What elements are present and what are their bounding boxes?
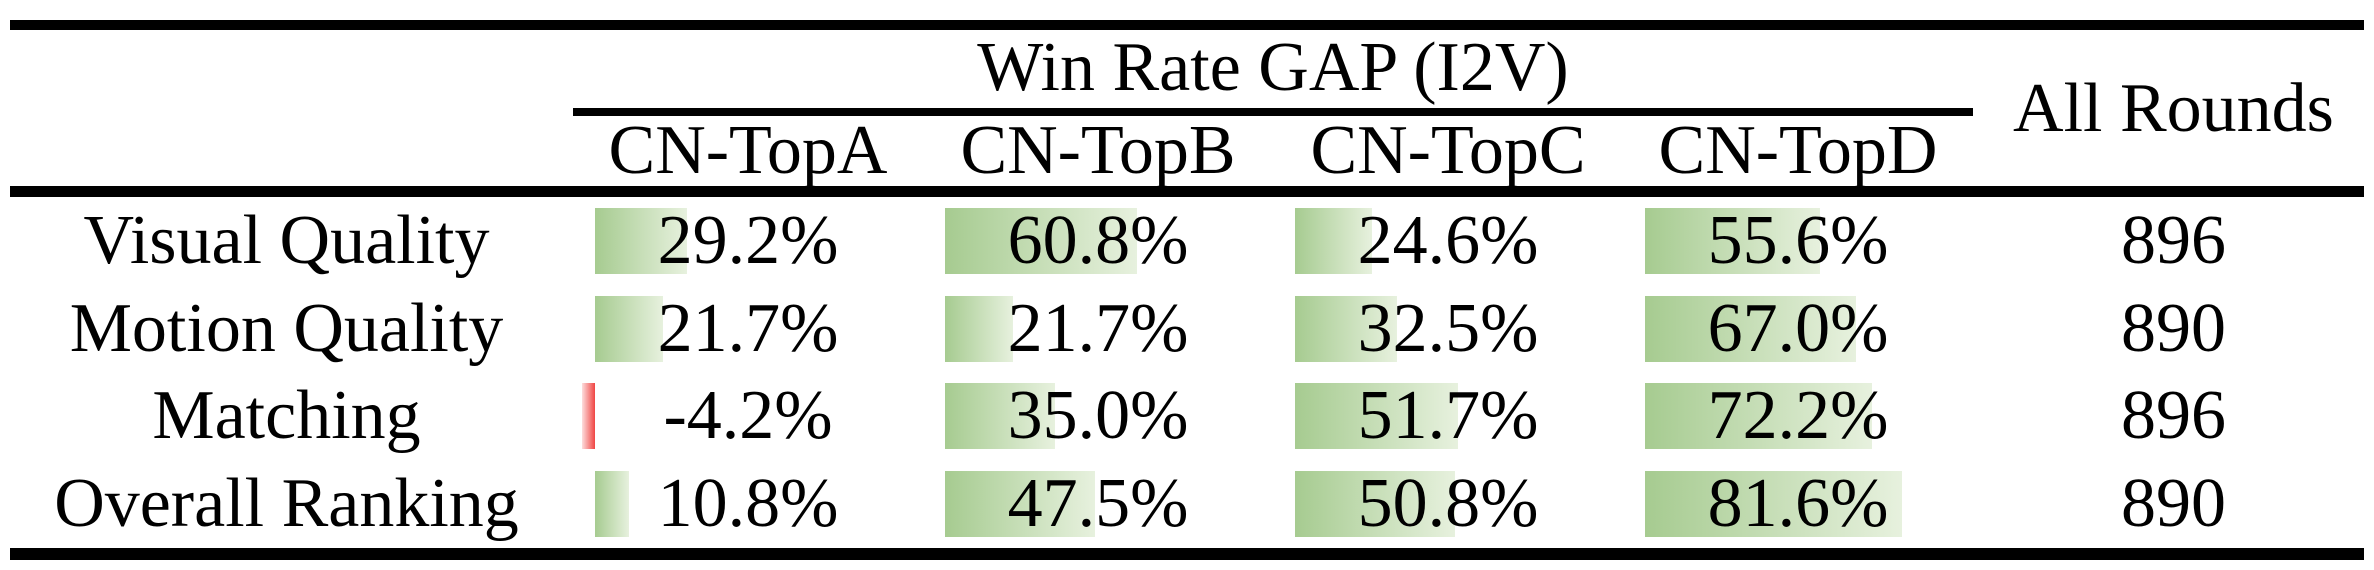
value-bar [595,295,664,362]
value-bar [945,207,1137,274]
value-text: 24.6% [1357,201,1539,279]
column-header-cn-topb: CN-TopB [960,112,1236,189]
value-text: 55.6% [1707,201,1889,279]
table-row-visual-quality: Visual Quality 29.2% 60.8% 24.6% 55.6% 8… [0,197,2374,285]
value-bar-negative [581,383,595,450]
data-cell: 72.2% [1623,373,1973,461]
value-bar [1645,295,1857,362]
data-cell: 47.5% [923,460,1273,548]
data-cell: 60.8% [923,197,1273,285]
value-bar [945,295,1014,362]
value-text: 50.8% [1357,465,1539,543]
value-bar [945,383,1056,450]
group-header-underline [573,108,1973,116]
value-text: 10.8% [657,465,839,543]
data-cell: 24.6% [1273,197,1623,285]
all-rounds-header: All Rounds [2013,70,2334,147]
value-text: 32.5% [1357,289,1539,367]
data-cell: 50.8% [1273,460,1623,548]
table-row-motion-quality: Motion Quality 21.7% 21.7% 32.5% 67.0% 8… [0,285,2374,373]
value-text: 60.8% [1007,201,1189,279]
value-bar [1295,207,1373,274]
top-rule [10,20,2364,30]
column-header-cn-topa: CN-TopA [608,112,888,189]
data-cell: 67.0% [1623,285,1973,373]
data-cell: 21.7% [573,285,923,373]
data-cell: 21.7% [923,285,1273,373]
value-text: 67.0% [1707,289,1889,367]
data-cell: 29.2% [573,197,923,285]
bottom-rule [10,548,2364,560]
value-text: 35.0% [1007,377,1189,455]
table-row-matching: Matching -4.2% 35.0% 51.7% 72.2% 896 [0,373,2374,461]
row-label: Motion Quality [69,289,504,367]
group-header-title: Win Rate GAP (I2V) [977,29,1569,106]
value-text: 47.5% [1007,465,1189,543]
value-bar [1645,383,1873,450]
value-bar [1295,295,1398,362]
value-bar [1645,471,1903,538]
data-cell: 81.6% [1623,460,1973,548]
value-text: -4.2% [663,377,833,455]
table-row-overall-ranking: Overall Ranking 10.8% 47.5% 50.8% 81.6% … [0,460,2374,548]
column-header-cn-topd: CN-TopD [1658,112,1938,189]
value-text: 81.6% [1707,465,1889,543]
row-label: Matching [152,377,421,455]
all-rounds-value: 890 [2121,465,2226,543]
data-cell: 32.5% [1273,285,1623,373]
row-label: Visual Quality [83,201,490,279]
value-bar [1645,207,1821,274]
value-text: 29.2% [657,201,839,279]
row-label: Overall Ranking [54,465,519,543]
value-text: 21.7% [1007,289,1189,367]
value-bar [945,471,1095,538]
value-bar [595,471,630,538]
value-text: 51.7% [1357,377,1539,455]
all-rounds-value: 896 [2121,201,2226,279]
all-rounds-value: 890 [2121,289,2226,367]
data-cell: 51.7% [1273,373,1623,461]
value-text: 21.7% [657,289,839,367]
column-header-row: CN-TopA CN-TopB CN-TopC CN-TopD [573,112,1973,189]
all-rounds-value: 896 [2121,377,2226,455]
header-body-rule [10,186,2364,197]
data-cell: -4.2% [573,373,923,461]
table-body: Visual Quality 29.2% 60.8% 24.6% 55.6% 8… [0,197,2374,548]
value-bar [1295,471,1456,538]
data-cell: 10.8% [573,460,923,548]
value-bar [595,207,687,274]
data-cell: 35.0% [923,373,1273,461]
column-header-cn-topc: CN-TopC [1310,112,1586,189]
data-cell: 55.6% [1623,197,1973,285]
value-bar [1295,383,1458,450]
value-text: 72.2% [1707,377,1889,455]
